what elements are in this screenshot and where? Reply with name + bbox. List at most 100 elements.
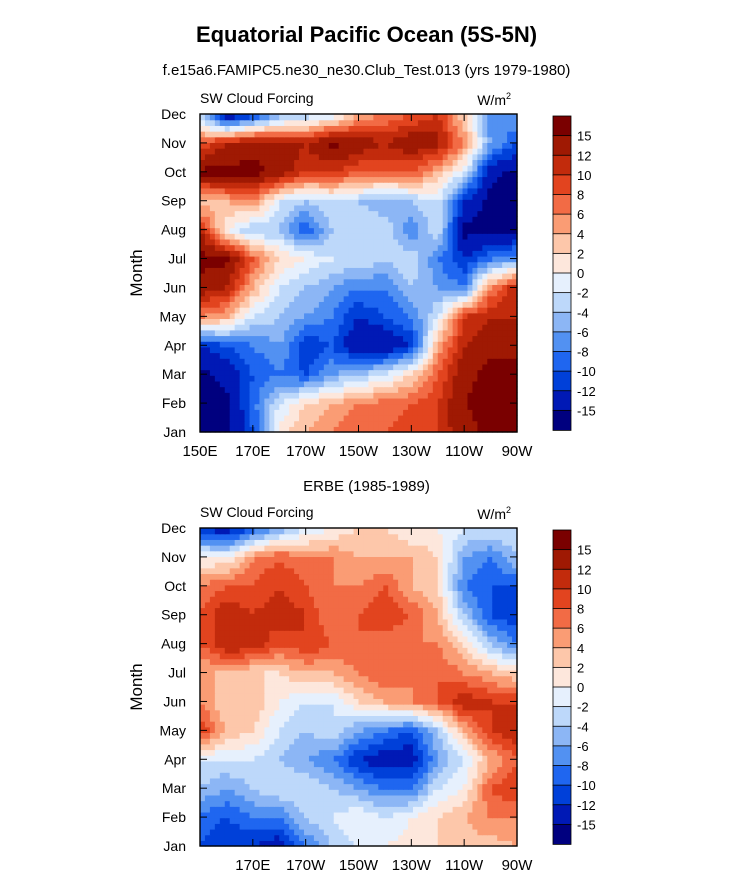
heatmap-cell bbox=[437, 403, 444, 410]
heatmap-cell bbox=[368, 210, 374, 217]
heatmap-cell bbox=[462, 329, 469, 337]
heatmap-cell bbox=[452, 136, 459, 143]
heatmap-cell bbox=[502, 148, 508, 155]
heatmap-cell bbox=[383, 125, 389, 132]
heatmap-cell bbox=[318, 273, 325, 280]
heatmap-cell bbox=[234, 159, 241, 166]
heatmap-cell bbox=[249, 267, 256, 274]
heatmap-cell bbox=[398, 182, 404, 189]
heatmap-cell bbox=[229, 187, 236, 195]
heatmap-cell bbox=[244, 341, 251, 348]
heatmap-cell bbox=[348, 273, 355, 280]
heatmap-cell bbox=[224, 165, 231, 172]
heatmap-cell bbox=[338, 732, 345, 739]
heatmap-cell bbox=[234, 250, 241, 257]
heatmap-cell bbox=[432, 267, 439, 274]
heatmap-cell bbox=[304, 760, 310, 768]
heatmap-cell bbox=[254, 749, 261, 756]
heatmap-cell bbox=[363, 261, 369, 268]
heatmap-cell bbox=[457, 148, 464, 155]
heatmap-cell bbox=[388, 142, 394, 149]
heatmap-cell bbox=[432, 210, 439, 217]
heatmap-cell bbox=[442, 329, 449, 337]
panel1-title: f.e15a6.FAMIPC5.ne30_ne30.Club_Test.013 … bbox=[162, 62, 571, 79]
heatmap-cell bbox=[318, 743, 325, 751]
heatmap-cell bbox=[363, 159, 369, 166]
heatmap-cell bbox=[249, 783, 256, 790]
heatmap-cell bbox=[269, 352, 275, 359]
heatmap-cell bbox=[289, 386, 295, 393]
heatmap-cell bbox=[452, 216, 459, 223]
heatmap-cell bbox=[318, 199, 325, 206]
heatmap-cell bbox=[294, 789, 300, 796]
heatmap-cell bbox=[333, 397, 340, 405]
heatmap-cell bbox=[239, 386, 246, 393]
heatmap-cell bbox=[457, 193, 464, 200]
heatmap-cell bbox=[249, 375, 256, 382]
heatmap-cell bbox=[259, 380, 265, 388]
heatmap-cell bbox=[393, 221, 399, 229]
heatmap-cell bbox=[408, 369, 414, 376]
heatmap-cell bbox=[398, 204, 404, 212]
heatmap-cell bbox=[507, 403, 513, 410]
heatmap-cell bbox=[487, 153, 493, 161]
heatmap-cell bbox=[343, 153, 350, 161]
heatmap-cell bbox=[398, 261, 404, 268]
heatmap-cell bbox=[408, 233, 414, 240]
heatmap-cell bbox=[343, 392, 350, 399]
heatmap-cell bbox=[477, 732, 483, 739]
heatmap-cell bbox=[264, 811, 270, 819]
heatmap-cell bbox=[497, 119, 503, 126]
heatmap-cell bbox=[284, 766, 290, 773]
heatmap-cell bbox=[442, 301, 449, 308]
heatmap-cell bbox=[279, 789, 285, 796]
heatmap-cell bbox=[304, 170, 310, 178]
heatmap-cell bbox=[507, 182, 513, 189]
heatmap-cell bbox=[333, 284, 340, 291]
heatmap-cell bbox=[417, 414, 424, 422]
heatmap-cell bbox=[289, 295, 295, 302]
heatmap-cell bbox=[264, 738, 270, 745]
heatmap-cell bbox=[343, 284, 350, 291]
heatmap-cell bbox=[388, 216, 394, 223]
heatmap-cell bbox=[388, 817, 394, 824]
heatmap-cell bbox=[333, 176, 340, 183]
heatmap-cell bbox=[338, 153, 345, 161]
heatmap-cell bbox=[393, 199, 399, 206]
heatmap-cell bbox=[403, 806, 409, 813]
heatmap-cell bbox=[462, 312, 469, 320]
heatmap-cell bbox=[467, 142, 474, 149]
heatmap-cell bbox=[482, 119, 488, 126]
heatmap-cell bbox=[274, 783, 280, 790]
heatmap-cell bbox=[289, 414, 295, 422]
heatmap-cell bbox=[318, 204, 325, 212]
heatmap-cell bbox=[348, 783, 355, 790]
heatmap-cell bbox=[209, 131, 216, 138]
heatmap-cell bbox=[502, 392, 508, 399]
heatmap-cell bbox=[373, 193, 379, 200]
heatmap-cell bbox=[323, 352, 330, 359]
heatmap-cell bbox=[214, 363, 221, 371]
heatmap-cell bbox=[308, 352, 315, 359]
heatmap-cell bbox=[249, 794, 256, 802]
heatmap-cell bbox=[204, 312, 211, 320]
heatmap-cell bbox=[338, 250, 345, 257]
heatmap-cell bbox=[299, 738, 305, 745]
heatmap-cell bbox=[417, 273, 424, 280]
heatmap-cell bbox=[388, 840, 394, 847]
heatmap-cell bbox=[408, 409, 414, 416]
heatmap-cell bbox=[249, 159, 256, 166]
heatmap-cell bbox=[328, 743, 335, 751]
heatmap-cell bbox=[249, 290, 256, 297]
heatmap-cell bbox=[462, 335, 469, 342]
heatmap-cell bbox=[269, 187, 275, 195]
heatmap-cell bbox=[299, 284, 305, 291]
heatmap-cell bbox=[477, 403, 483, 410]
heatmap-cell bbox=[398, 823, 404, 830]
heatmap-cell bbox=[467, 290, 474, 297]
heatmap-cell bbox=[388, 119, 394, 126]
heatmap-cell bbox=[284, 840, 290, 847]
heatmap-cell bbox=[442, 216, 449, 223]
heatmap-cell bbox=[313, 148, 320, 155]
heatmap-cell bbox=[482, 834, 488, 841]
